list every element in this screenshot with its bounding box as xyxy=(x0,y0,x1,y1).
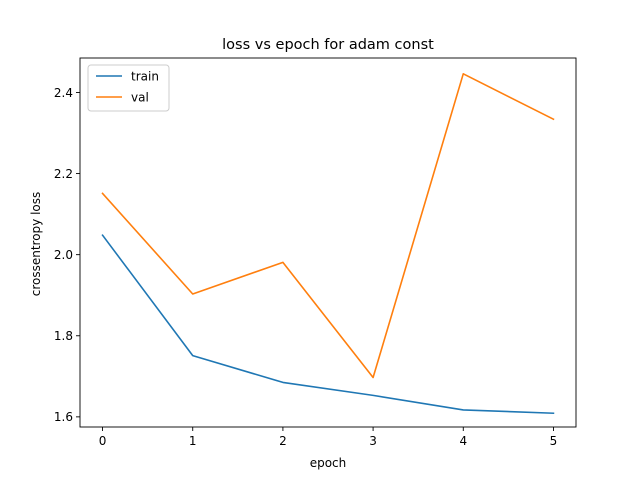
chart-title: loss vs epoch for adam const xyxy=(222,37,434,53)
y-tick-label-3: 2.2 xyxy=(54,167,73,181)
y-tick-label-1: 1.8 xyxy=(54,329,73,343)
plot-area: 0 1 2 3 4 5 1.6 1.8 2.0 2.2 2.4 train val xyxy=(54,57,577,448)
x-tick-label-1: 1 xyxy=(189,434,197,448)
plot-frame xyxy=(79,57,577,428)
legend-label-val: val xyxy=(131,90,149,104)
series-line-val xyxy=(101,73,555,379)
x-tick-label-2: 2 xyxy=(279,434,287,448)
series-line-train xyxy=(101,234,555,415)
y-tick-label-2: 2.0 xyxy=(54,248,73,262)
x-tick-label-3: 3 xyxy=(369,434,377,448)
y-tick-label-0: 1.6 xyxy=(54,410,73,424)
x-axis-label: epoch xyxy=(310,456,347,470)
x-tick-label-4: 4 xyxy=(459,434,467,448)
y-tick-label-4: 2.4 xyxy=(54,86,73,100)
y-axis-label: crossentropy loss xyxy=(29,192,43,297)
legend-label-train: train xyxy=(131,69,159,83)
x-tick-label-0: 0 xyxy=(99,434,107,448)
x-tick-label-5: 5 xyxy=(550,434,558,448)
